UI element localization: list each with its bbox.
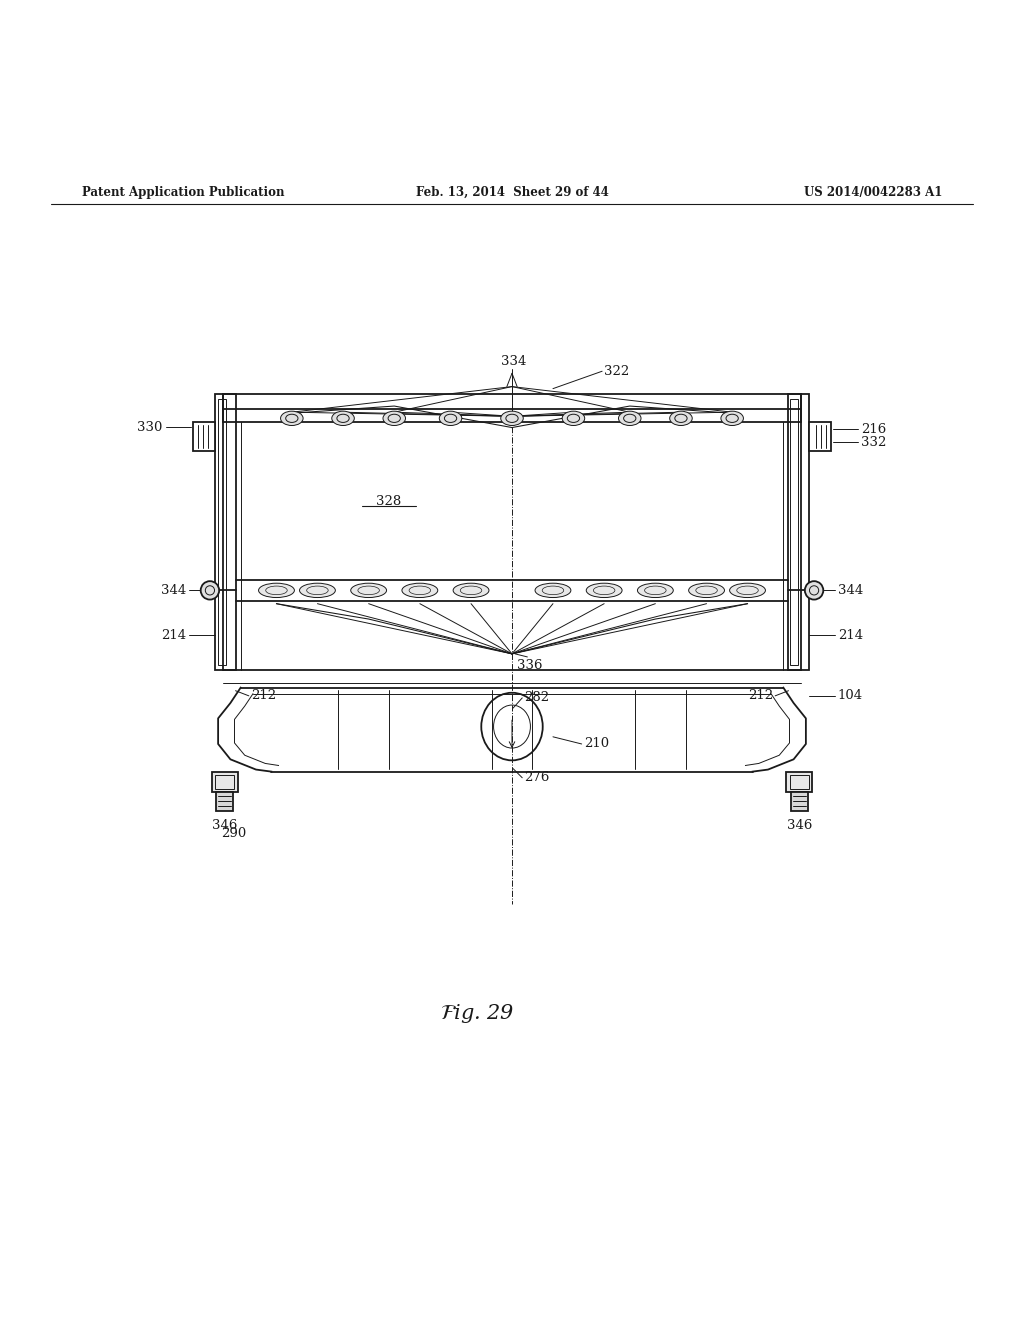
Text: 322: 322: [604, 364, 630, 378]
Ellipse shape: [401, 583, 438, 598]
Text: 214: 214: [161, 628, 186, 642]
Ellipse shape: [670, 411, 692, 425]
Text: 212: 212: [251, 689, 276, 702]
Text: 344: 344: [161, 583, 186, 597]
Ellipse shape: [618, 411, 641, 425]
Text: 336: 336: [517, 659, 543, 672]
Text: 282: 282: [524, 692, 550, 705]
Ellipse shape: [332, 411, 354, 425]
Ellipse shape: [258, 583, 295, 598]
Bar: [791, 792, 808, 810]
Ellipse shape: [536, 583, 571, 598]
Text: 212: 212: [748, 689, 773, 702]
Ellipse shape: [201, 581, 219, 599]
Text: 344: 344: [838, 583, 863, 597]
Text: 328: 328: [377, 495, 401, 508]
Text: 276: 276: [524, 771, 550, 784]
Bar: [215, 393, 236, 671]
Ellipse shape: [805, 581, 823, 599]
Text: $\mathcal{F}$ig. 29: $\mathcal{F}$ig. 29: [440, 1002, 515, 1024]
Text: 290: 290: [221, 826, 247, 840]
Text: 346: 346: [212, 818, 238, 832]
Text: 334: 334: [502, 355, 526, 368]
Ellipse shape: [350, 583, 387, 598]
Bar: [215, 775, 234, 789]
Ellipse shape: [281, 411, 303, 425]
Ellipse shape: [501, 411, 523, 425]
Ellipse shape: [688, 583, 725, 598]
Text: Patent Application Publication: Patent Application Publication: [82, 186, 285, 198]
Bar: [193, 422, 215, 450]
Text: 214: 214: [838, 628, 863, 642]
Text: 210: 210: [584, 738, 609, 751]
Ellipse shape: [637, 583, 674, 598]
Text: 104: 104: [838, 689, 863, 702]
Ellipse shape: [453, 583, 489, 598]
Text: 330: 330: [137, 421, 163, 433]
Text: US 2014/0042283 A1: US 2014/0042283 A1: [804, 186, 942, 198]
Bar: [212, 772, 238, 792]
Text: 216: 216: [861, 422, 887, 436]
Bar: [809, 422, 831, 450]
Ellipse shape: [383, 411, 406, 425]
Ellipse shape: [586, 583, 622, 598]
Ellipse shape: [439, 411, 462, 425]
Ellipse shape: [729, 583, 766, 598]
Bar: [218, 399, 226, 665]
Bar: [786, 772, 812, 792]
Ellipse shape: [721, 411, 743, 425]
Text: 332: 332: [861, 436, 887, 449]
Bar: [788, 393, 809, 671]
Text: 346: 346: [786, 818, 812, 832]
Ellipse shape: [562, 411, 585, 425]
Bar: [790, 775, 809, 789]
Bar: [790, 399, 798, 665]
Bar: [216, 792, 233, 810]
Text: Feb. 13, 2014  Sheet 29 of 44: Feb. 13, 2014 Sheet 29 of 44: [416, 186, 608, 198]
Ellipse shape: [299, 583, 336, 598]
